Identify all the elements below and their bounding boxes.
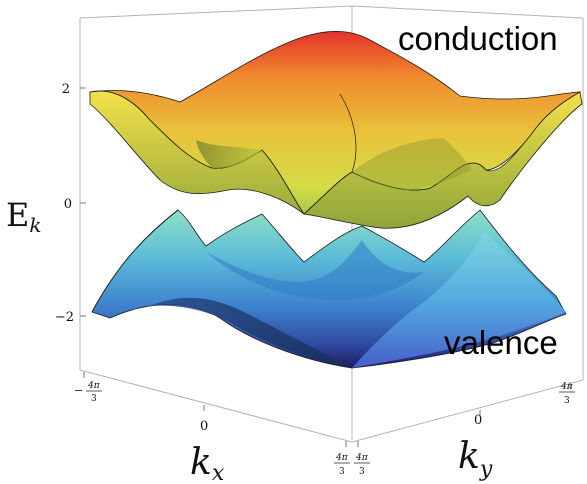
ky-tick-min-num: 4π [355, 453, 369, 463]
ky-tick-zero: 0 [474, 413, 482, 428]
valence-band-surface [91, 209, 567, 369]
kx-tick-min-sign: − [74, 384, 83, 397]
kx-tick-zero: 0 [200, 419, 208, 434]
kx-tick-min-num: 4π [87, 381, 101, 391]
valence-label: valence [444, 324, 558, 361]
conduction-band-surface [89, 31, 583, 229]
ky-tick-max-den: 3 [564, 396, 570, 406]
kx-tick-max-num: 4π [335, 453, 349, 463]
kx-tick-max-den: 3 [339, 467, 345, 477]
kx-tick-min-den: 3 [91, 394, 97, 404]
z-axis-label: Ek [6, 196, 41, 237]
kx-axis-label: kx [190, 442, 225, 484]
z-tick-minus-2: −2 [55, 310, 74, 325]
z-tick-2: 2 [62, 82, 70, 97]
z-tick-0: 0 [64, 197, 72, 212]
ky-tick-min-den: 3 [359, 467, 365, 477]
z-axis: 2 0 −2 Ek [6, 82, 86, 325]
ky-axis: 4π 3 0 4π 3 ky [354, 382, 575, 482]
ky-tick-max-num: 4π [560, 382, 574, 392]
ky-axis-label: ky [458, 436, 493, 482]
conduction-label: conduction [398, 20, 558, 57]
kx-axis: − 4π 3 0 4π 3 kx [74, 372, 350, 484]
